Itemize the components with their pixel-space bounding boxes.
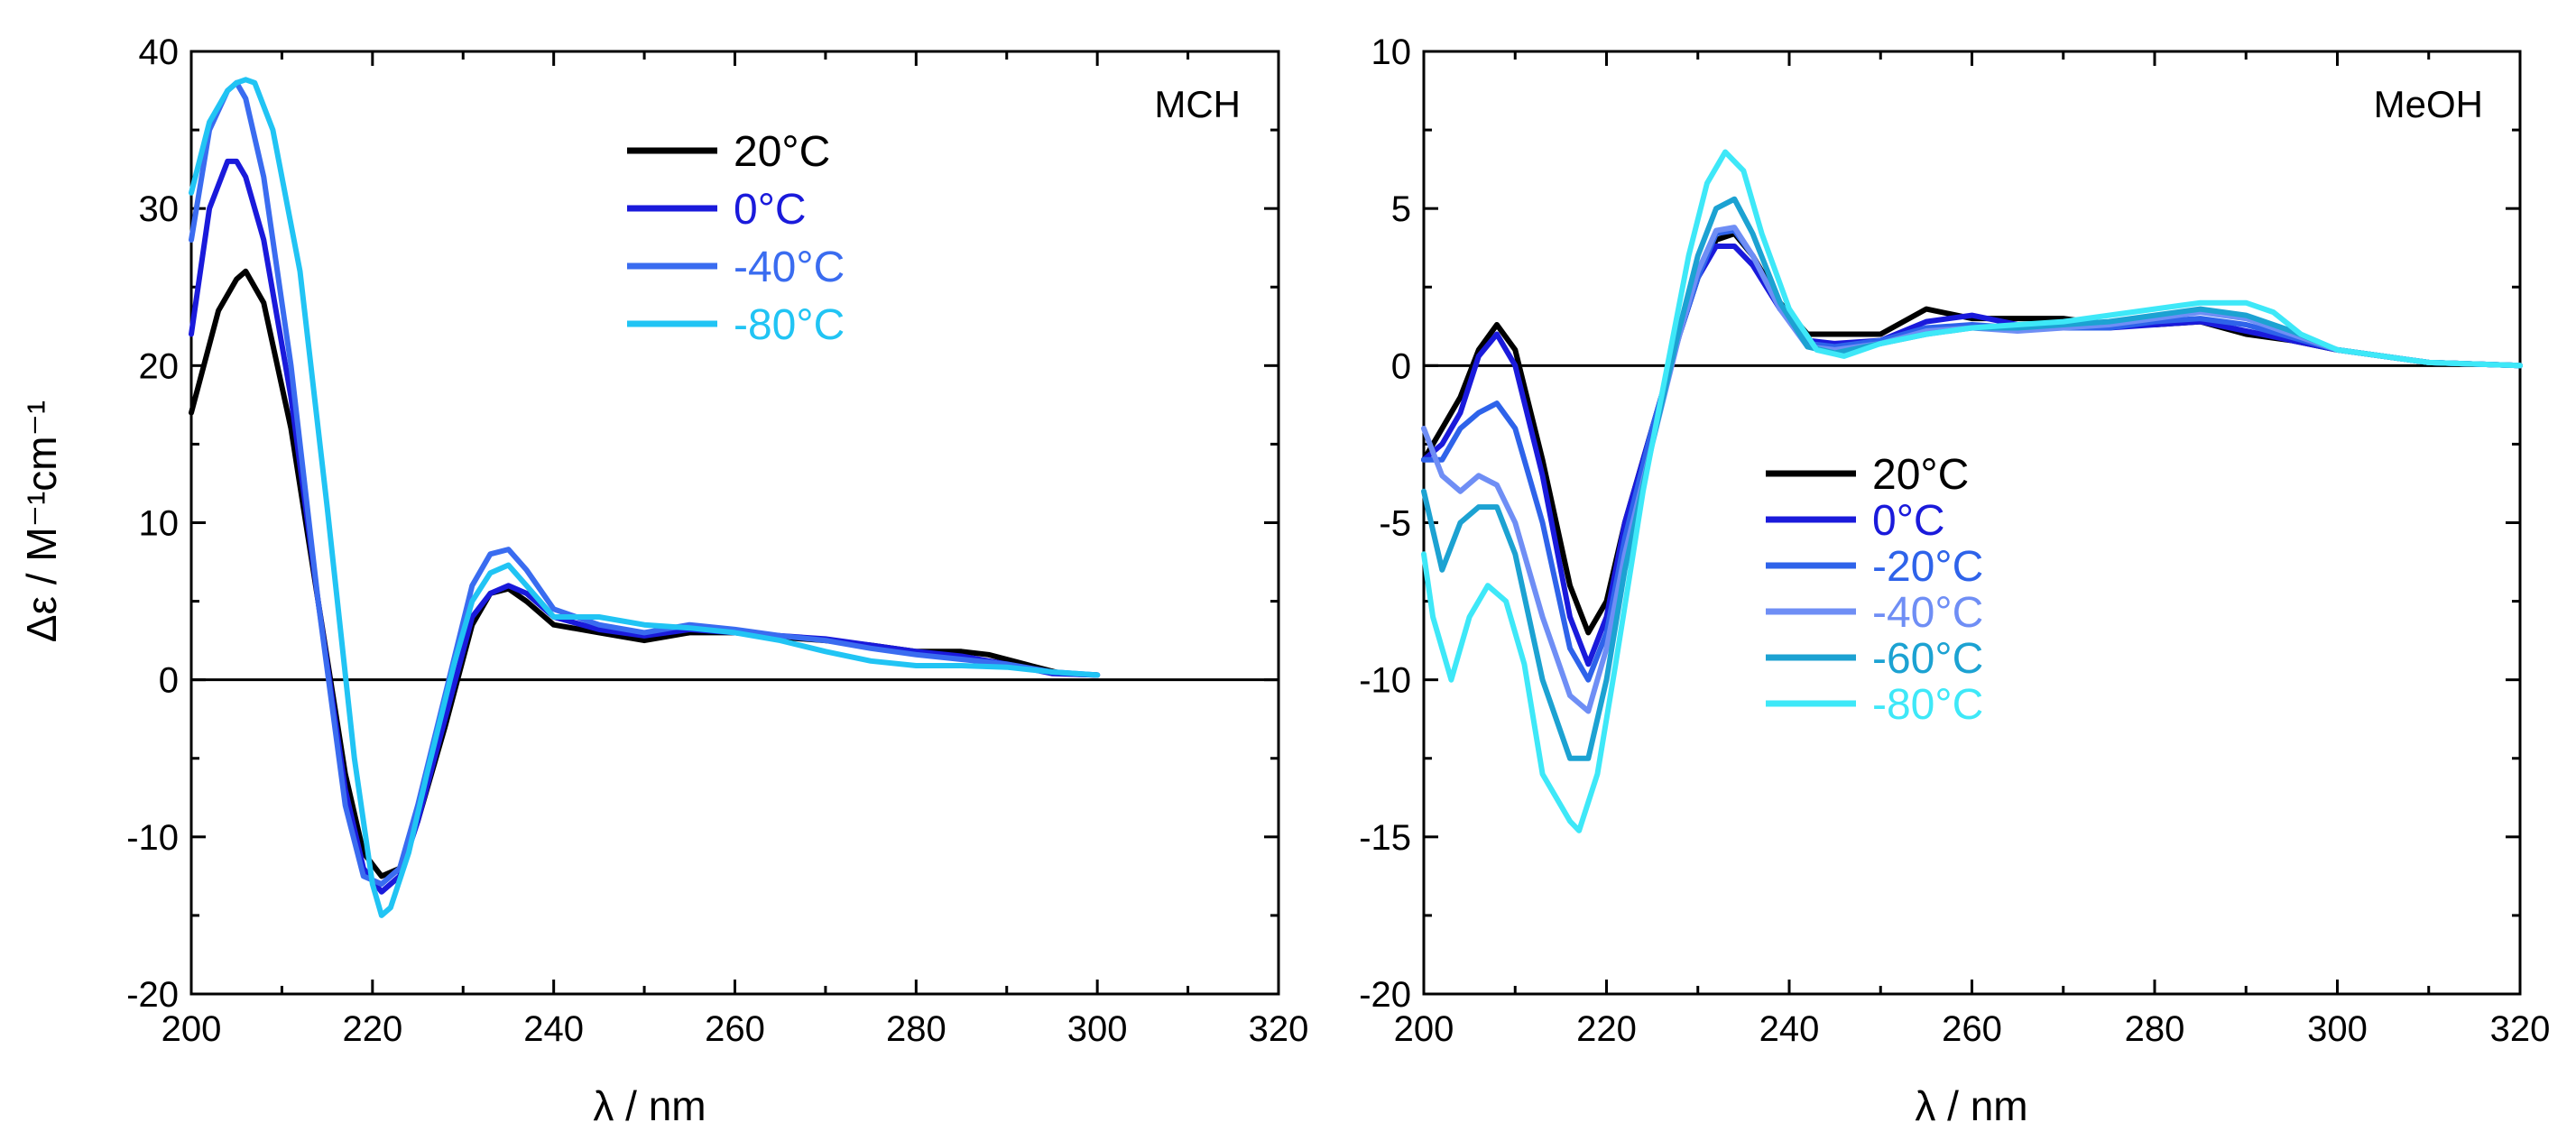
- x-tick-label: 200: [1394, 1009, 1454, 1049]
- x-tick-label: 200: [162, 1009, 222, 1049]
- panel-label: MCH: [1154, 83, 1241, 125]
- x-tick-label: 260: [705, 1009, 765, 1049]
- series-line-minus40c: [189, 79, 1101, 888]
- y-tick-label: 20: [139, 346, 180, 386]
- y-tick-label: 5: [1391, 189, 1411, 229]
- series-line-minus60c: [1421, 196, 2523, 761]
- legend-label: -80°C: [1872, 681, 1983, 729]
- x-tick-label: 320: [2490, 1009, 2551, 1049]
- series-line-0c: [189, 158, 1101, 895]
- x-tick-label: 280: [886, 1009, 946, 1049]
- panel-label: MeOH: [2374, 83, 2483, 125]
- series-line-minus80c: [1421, 149, 2523, 833]
- series-line-20c: [189, 268, 1101, 879]
- y-tick-label: -20: [126, 975, 179, 1015]
- y-tick-label: -10: [126, 818, 179, 858]
- y-axis-title: Δε / M⁻¹cm⁻¹: [18, 400, 65, 642]
- x-tick-label: 240: [523, 1009, 584, 1049]
- legend-label: -20°C: [1872, 543, 1983, 591]
- series-line-minus80c: [189, 77, 1101, 918]
- x-tick-label: 300: [1067, 1009, 1128, 1049]
- series-line-minus40c: [1421, 225, 2523, 714]
- y-tick-label: -10: [1359, 661, 1411, 701]
- legend-label: 20°C: [734, 128, 830, 176]
- y-tick-label: 10: [1371, 32, 1412, 72]
- y-tick-label: 0: [159, 661, 179, 701]
- y-tick-label: -5: [1379, 504, 1411, 544]
- x-tick-label: 220: [1576, 1009, 1637, 1049]
- legend-label: -80°C: [734, 301, 845, 349]
- legend-label: -40°C: [1872, 589, 1983, 637]
- y-tick-label: -20: [1359, 975, 1411, 1015]
- x-tick-label: 260: [1942, 1009, 2002, 1049]
- legend-label: -40°C: [734, 244, 845, 291]
- x-tick-label: 240: [1759, 1009, 1820, 1049]
- x-tick-label: 220: [342, 1009, 402, 1049]
- y-tick-label: 10: [139, 504, 180, 544]
- legend-label: 0°C: [1872, 497, 1945, 545]
- panel-meoh: 200 220 240 260 280 300 320 -20 -15 -10 -5 0 5 10 20°C…: [1359, 32, 2550, 1129]
- x-axis-title: λ / nm: [593, 1082, 706, 1129]
- x-axis-title: λ / nm: [1915, 1082, 2027, 1129]
- y-tick-label: 40: [139, 32, 180, 72]
- legend-label: -60°C: [1872, 635, 1983, 683]
- y-tick-label: -15: [1359, 818, 1411, 858]
- y-tick-label: 30: [139, 189, 180, 229]
- legend-label: 0°C: [734, 186, 807, 234]
- x-tick-label: 320: [1249, 1009, 1309, 1049]
- x-tick-label: 300: [2307, 1009, 2368, 1049]
- panel-mch: 200 220 240 260 280 300 320 -20 -10 0 10 20 30 40 20°C…: [18, 32, 1308, 1129]
- y-tick-label: 0: [1391, 346, 1411, 386]
- x-tick-label: 280: [2125, 1009, 2185, 1049]
- plot-frame: [1422, 50, 2522, 996]
- legend-label: 20°C: [1872, 451, 1969, 499]
